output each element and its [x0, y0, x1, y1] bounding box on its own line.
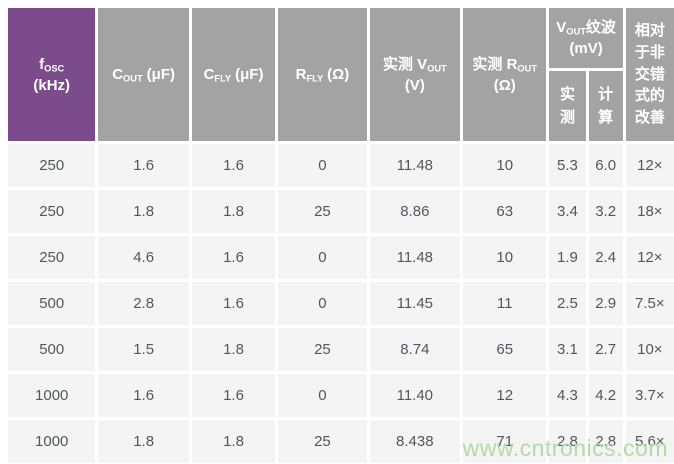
- table-cell: 1.6: [191, 374, 276, 417]
- improvement-label: 相对于非交错式的改善: [634, 22, 665, 127]
- header-cout: COUT (μF): [98, 8, 189, 141]
- table-cell: 1.5: [98, 328, 189, 371]
- table-cell: 10: [463, 236, 547, 279]
- header-improvement: 相对于非交错式的改善: [625, 8, 674, 141]
- header-fosc: fOSC (kHz): [8, 8, 96, 141]
- table-cell: 3.4: [549, 190, 586, 233]
- table-row: 250 1.8 1.8 25 8.86 63 3.4 3.2 18×: [8, 190, 674, 233]
- vout-symbol: VOUT: [417, 55, 447, 73]
- table-cell: 11.48: [369, 144, 461, 187]
- table-cell: 2.8: [549, 420, 586, 463]
- table-cell: 25: [278, 328, 367, 371]
- rfly-symbol: RFLY: [295, 66, 324, 84]
- table-cell: 1.6: [191, 282, 276, 325]
- table-cell: 12: [463, 374, 547, 417]
- vout-prefix: 实测: [382, 55, 413, 73]
- table-cell: 8.438: [369, 420, 461, 463]
- table-cell: 1.6: [191, 144, 276, 187]
- table-cell: 8.74: [369, 328, 461, 371]
- table-cell: 500: [8, 328, 96, 371]
- table-cell: 12×: [625, 236, 674, 279]
- table-cell: 2.5: [549, 282, 586, 325]
- table-cell: 2.9: [588, 282, 623, 325]
- table-cell: 25: [278, 420, 367, 463]
- rout-symbol: ROUT: [506, 55, 538, 73]
- table-cell: 4.6: [98, 236, 189, 279]
- header-cfly: CFLY (μF): [191, 8, 276, 141]
- header-rfly: RFLY (Ω): [278, 8, 367, 141]
- table-cell: 10: [463, 144, 547, 187]
- table-cell: 250: [8, 144, 96, 187]
- table-cell: 1.6: [191, 236, 276, 279]
- table-row: 1000 1.6 1.6 0 11.40 12 4.3 4.2 3.7×: [8, 374, 674, 417]
- table-cell: 2.4: [588, 236, 623, 279]
- cout-unit: (μF): [146, 66, 176, 83]
- table-cell: 10×: [625, 328, 674, 371]
- table-cell: 5.6×: [625, 420, 674, 463]
- table-row: 500 1.5 1.8 25 8.74 65 3.1 2.7 10×: [8, 328, 674, 371]
- rfly-unit: (Ω): [327, 66, 350, 83]
- ripple-symbol: VOUT: [556, 19, 586, 37]
- fosc-symbol: fOSC: [39, 55, 65, 73]
- table-row: 500 2.8 1.6 0 11.45 11 2.5 2.9 7.5×: [8, 282, 674, 325]
- table-cell: 2.7: [588, 328, 623, 371]
- table-cell: 5.3: [549, 144, 586, 187]
- table-cell: 1.8: [191, 420, 276, 463]
- table-cell: 1.8: [191, 190, 276, 233]
- table-cell: 11: [463, 282, 547, 325]
- table-cell: 1.6: [98, 374, 189, 417]
- table-cell: 12×: [625, 144, 674, 187]
- table-cell: 3.1: [549, 328, 586, 371]
- table-cell: 0: [278, 144, 367, 187]
- table-cell: 1.6: [98, 144, 189, 187]
- table-row: 250 4.6 1.6 0 11.48 10 1.9 2.4 12×: [8, 236, 674, 279]
- cfly-symbol: CFLY: [203, 66, 232, 84]
- table-cell: 250: [8, 236, 96, 279]
- table-cell: 2.8: [588, 420, 623, 463]
- header-ripple-calculated: 计算: [588, 71, 623, 141]
- table-cell: 4.3: [549, 374, 586, 417]
- table-cell: 4.2: [588, 374, 623, 417]
- table-cell: 3.7×: [625, 374, 674, 417]
- table-cell: 63: [463, 190, 547, 233]
- vout-unit: (V): [404, 76, 425, 94]
- table-cell: 18×: [625, 190, 674, 233]
- fosc-unit: (kHz): [33, 76, 71, 94]
- table-cell: 1000: [8, 420, 96, 463]
- table-cell: 6.0: [588, 144, 623, 187]
- rout-unit: (Ω): [493, 76, 516, 94]
- table-cell: 1.8: [98, 190, 189, 233]
- table-cell: 2.8: [98, 282, 189, 325]
- table-cell: 3.2: [588, 190, 623, 233]
- table-cell: 7.5×: [625, 282, 674, 325]
- table-cell: 1.8: [98, 420, 189, 463]
- table-cell: 11.45: [369, 282, 461, 325]
- table-cell: 8.86: [369, 190, 461, 233]
- ripple-suffix: 纹波 (mV): [569, 19, 616, 57]
- cfly-unit: (μF): [235, 66, 264, 83]
- header-rout-measured: 实测 ROUT (Ω): [463, 8, 547, 141]
- table-cell: 0: [278, 236, 367, 279]
- table-row: 1000 1.8 1.8 25 8.438 71 2.8 2.8 5.6×: [8, 420, 674, 463]
- cout-symbol: COUT: [112, 66, 143, 84]
- table-cell: 1000: [8, 374, 96, 417]
- header-vout-measured: 实测 VOUT (V): [369, 8, 461, 141]
- table-cell: 250: [8, 190, 96, 233]
- table-cell: 1.9: [549, 236, 586, 279]
- table-cell: 0: [278, 374, 367, 417]
- table-cell: 500: [8, 282, 96, 325]
- measurement-table: fOSC (kHz) COUT (μF) CFLY (μF) RFLY (Ω) 实测 …: [5, 5, 674, 464]
- table-cell: 11.40: [369, 374, 461, 417]
- header-vout-ripple: VOUT纹波 (mV): [549, 8, 623, 68]
- table-cell: 0: [278, 282, 367, 325]
- table-cell: 25: [278, 190, 367, 233]
- table-row: 250 1.6 1.6 0 11.48 10 5.3 6.0 12×: [8, 144, 674, 187]
- table-cell: 11.48: [369, 236, 461, 279]
- table-cell: 1.8: [191, 328, 276, 371]
- header-ripple-measured: 实测: [549, 71, 586, 141]
- table-cell: 65: [463, 328, 547, 371]
- table-cell: 71: [463, 420, 547, 463]
- rout-prefix: 实测: [472, 55, 503, 73]
